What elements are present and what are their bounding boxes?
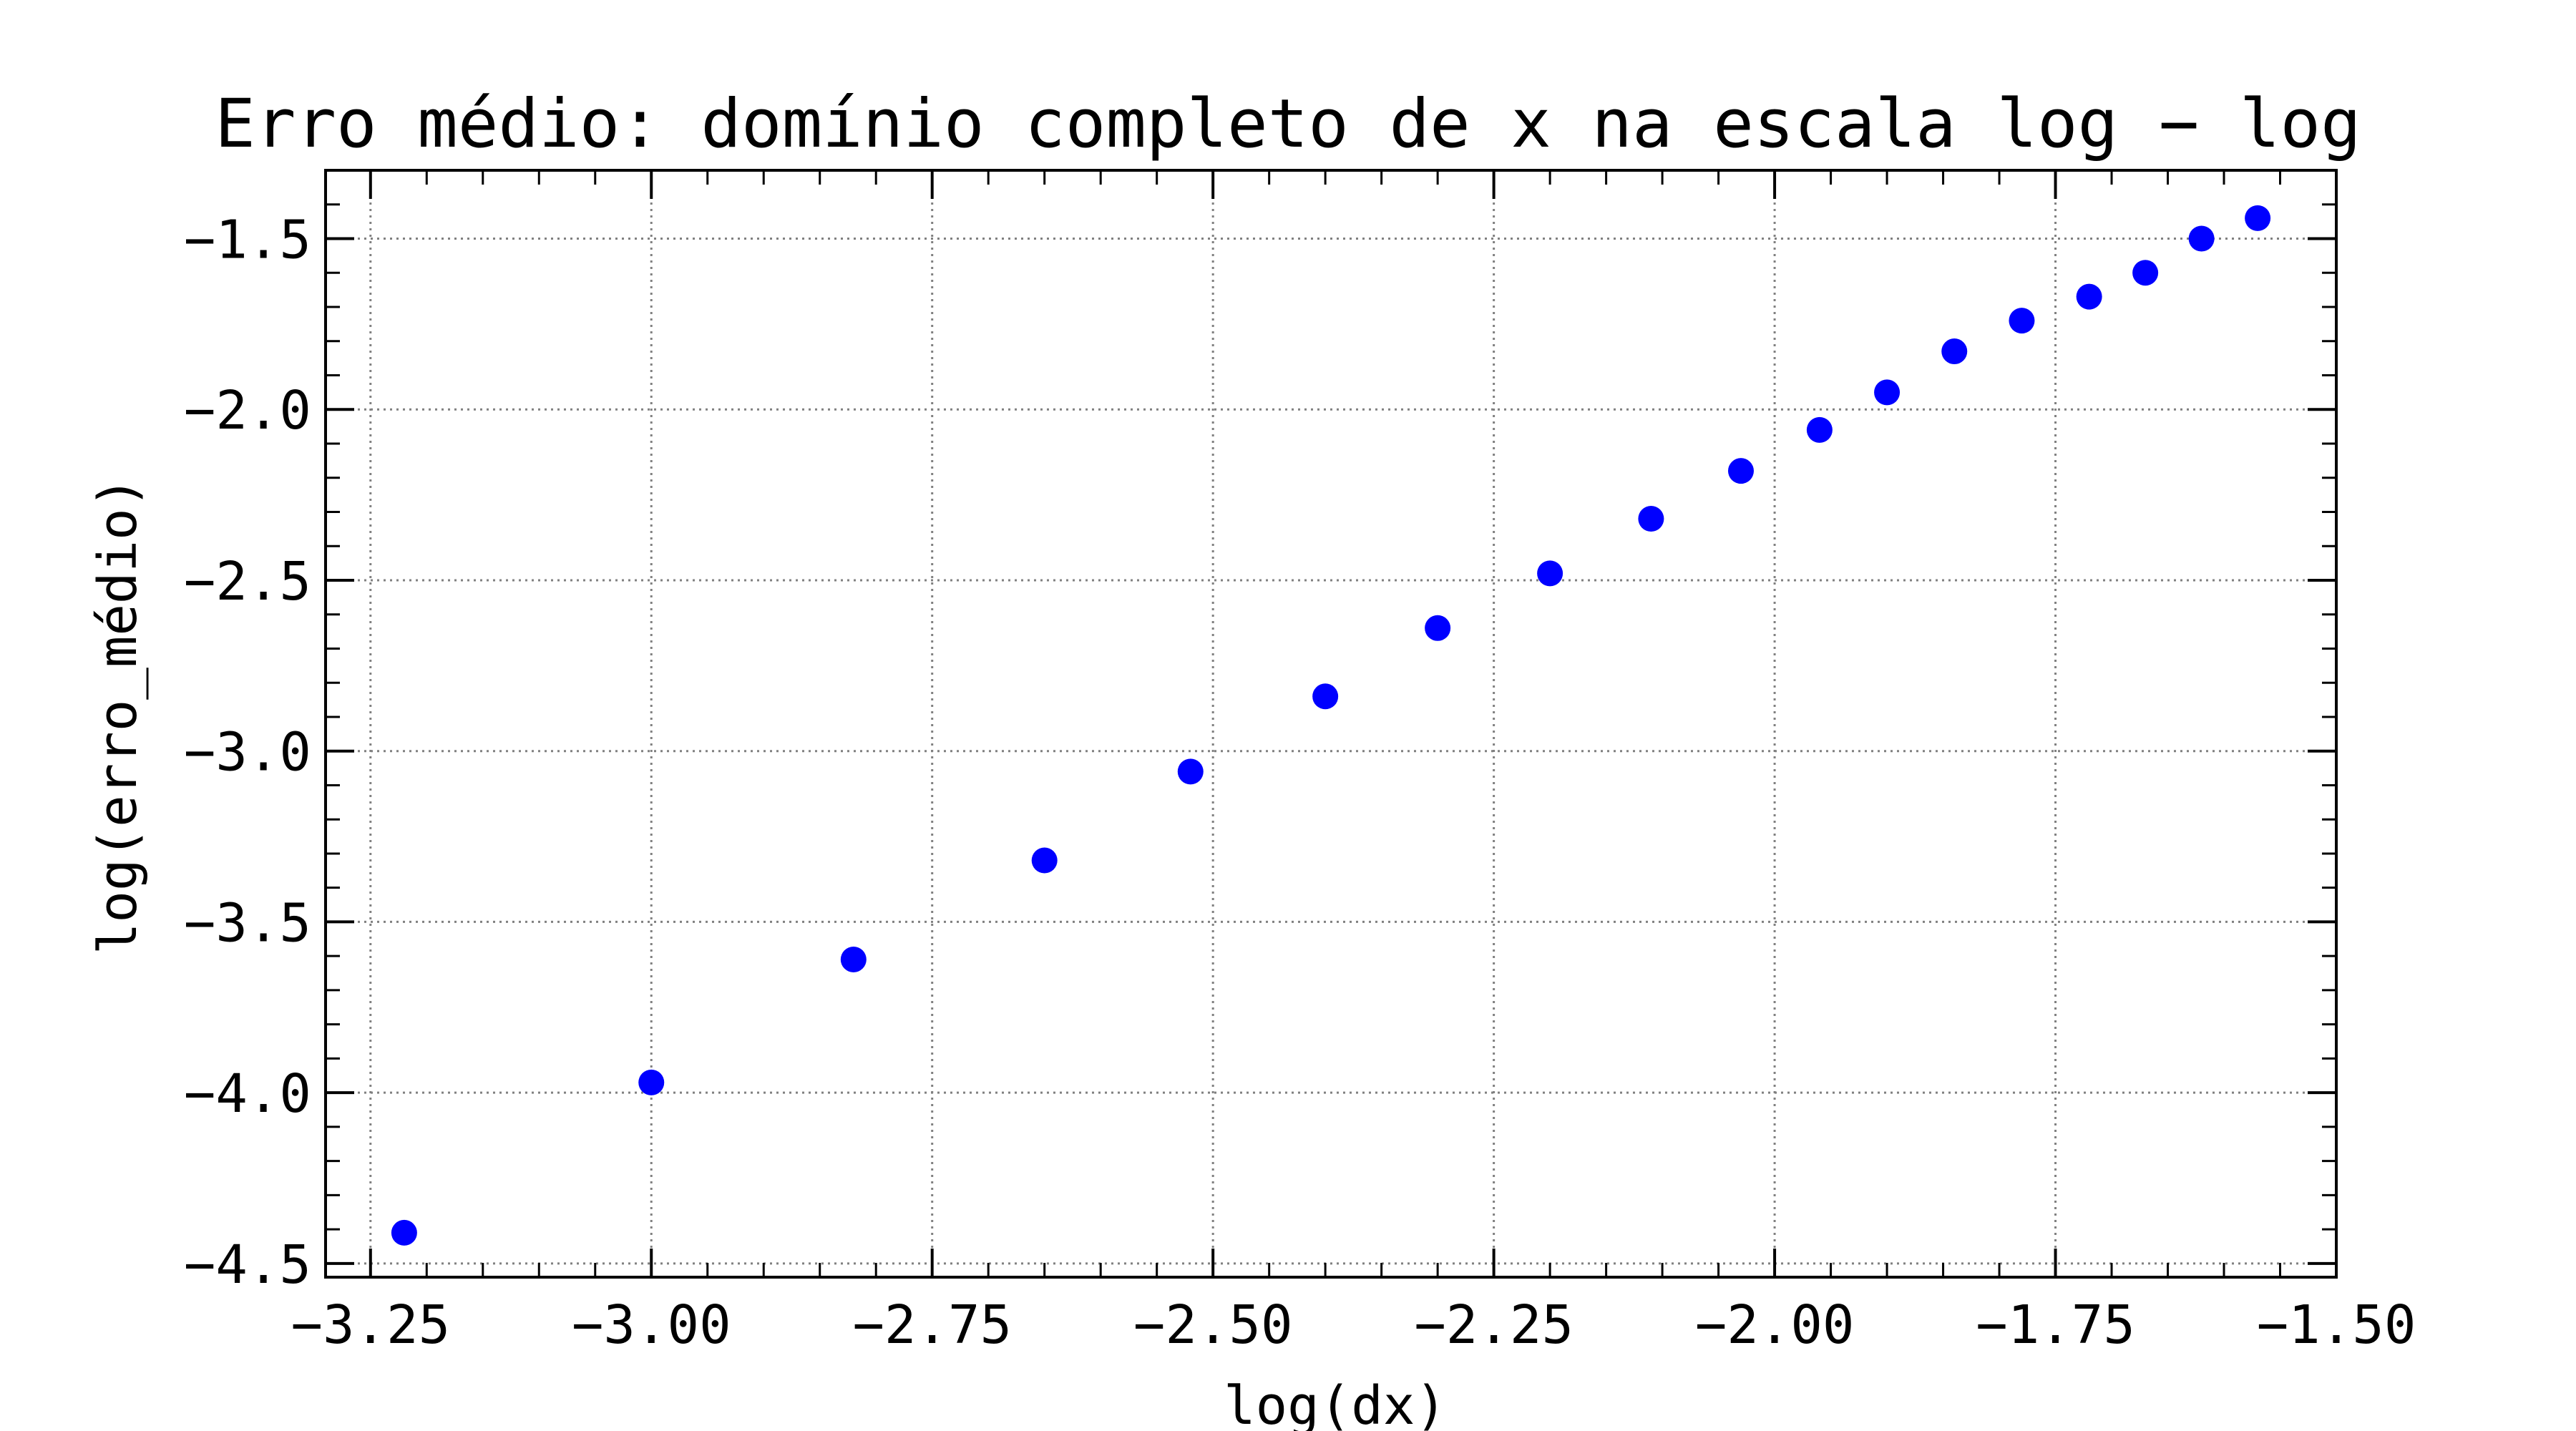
- data-point: [1806, 416, 1833, 443]
- plot-frame: [324, 169, 2338, 1279]
- x-tick-label: −2.50: [1133, 1294, 1293, 1356]
- data-point: [1941, 338, 1968, 365]
- y-axis-label: log(erro_médio): [87, 477, 149, 954]
- axis-ticks: [326, 169, 2338, 1277]
- y-tick-label: −4.5: [184, 1234, 311, 1296]
- data-point: [1537, 560, 1563, 587]
- data-point: [2076, 283, 2102, 310]
- x-tick-label: −1.75: [1976, 1294, 2135, 1356]
- x-axis-label: log(dx): [1224, 1375, 1447, 1431]
- data-point: [1727, 458, 1754, 484]
- data-point: [1874, 379, 1901, 406]
- y-tick-label: −3.5: [184, 892, 311, 954]
- x-tick-label: −2.25: [1414, 1294, 1574, 1356]
- data-point: [2245, 205, 2271, 231]
- data-point: [1312, 683, 1339, 710]
- data-points: [391, 205, 2271, 1246]
- data-point: [2132, 260, 2159, 286]
- y-tick-label: −3.0: [184, 722, 311, 783]
- y-tick-labels: −4.5 −4.0 −3.5 −3.0 −2.5 −2.0 −1.5: [184, 209, 311, 1295]
- grid-lines: [326, 170, 2338, 1277]
- x-tick-labels: −3.25 −3.00 −2.75 −2.50 −2.25 −2.00 −1.75 −1.50: [291, 1294, 2416, 1356]
- data-point: [2009, 308, 2035, 334]
- data-point: [1425, 615, 1451, 641]
- chart-title: Erro médio: domínio completo de x na esc…: [215, 85, 2361, 163]
- x-tick-label: −3.25: [291, 1294, 450, 1356]
- x-tick-label: −1.50: [2257, 1294, 2416, 1356]
- y-tick-label: −4.0: [184, 1063, 311, 1125]
- data-point: [1177, 758, 1204, 785]
- y-tick-label: −2.0: [184, 380, 311, 441]
- x-tick-label: −2.75: [852, 1294, 1012, 1356]
- data-point: [840, 946, 867, 972]
- x-tick-label: −2.00: [1695, 1294, 1855, 1356]
- y-tick-label: −1.5: [184, 209, 311, 270]
- data-point: [391, 1219, 417, 1246]
- data-point: [638, 1069, 665, 1095]
- data-point: [1638, 506, 1664, 532]
- data-point: [1031, 847, 1058, 874]
- x-tick-label: −3.00: [572, 1294, 731, 1356]
- y-tick-label: −2.5: [184, 551, 311, 612]
- data-point: [2188, 225, 2215, 252]
